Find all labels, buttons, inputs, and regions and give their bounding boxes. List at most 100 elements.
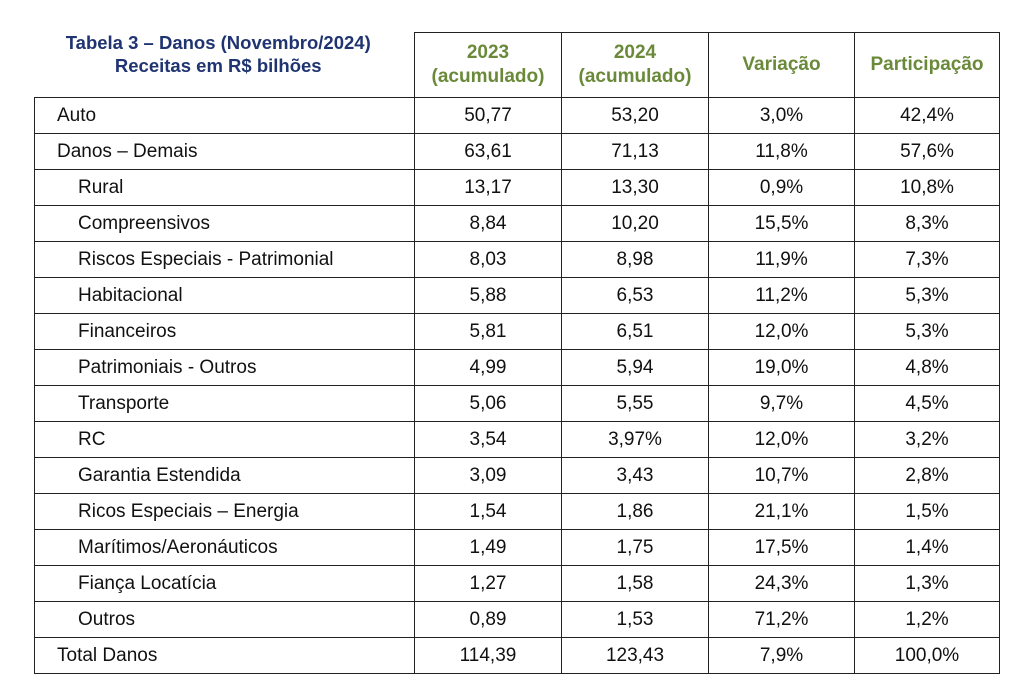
row-label: Riscos Especiais - Patrimonial [34,241,415,278]
table-container: Tabela 3 – Danos (Novembro/2024) Receita… [34,32,1000,674]
cell-2023: 114,39 [414,637,562,674]
cell-2023: 13,17 [414,169,562,206]
cell-participacao: 57,6% [854,133,1000,170]
cell-2024: 5,55 [561,385,709,422]
cell-2024: 123,43 [561,637,709,674]
cell-2024: 3,97% [561,421,709,458]
header-row: Tabela 3 – Danos (Novembro/2024) Receita… [35,31,1000,98]
cell-2024: 1,58 [561,565,709,602]
row-label: Auto [34,97,415,134]
header-participacao: Participação [854,32,1000,98]
cell-2023: 8,84 [414,205,562,242]
cell-2024: 5,94 [561,349,709,386]
cell-2024: 71,13 [561,133,709,170]
row-label: RC [34,421,415,458]
cell-variacao: 11,8% [708,133,855,170]
cell-variacao: 24,3% [708,565,855,602]
cell-2024: 6,53 [561,277,709,314]
table-row: Financeiros 5,81 6,51 12,0% 5,3% [34,313,1000,350]
table-row: Total Danos 114,39 123,43 7,9% 100,0% [34,637,1000,674]
cell-participacao: 42,4% [854,97,1000,134]
cell-variacao: 17,5% [708,529,855,566]
cell-variacao: 11,2% [708,277,855,314]
cell-2024: 6,51 [561,313,709,350]
table-row: Ricos Especiais – Energia 1,54 1,86 21,1% 1,… [34,493,1000,530]
cell-2023: 3,54 [414,421,562,458]
cell-2023: 4,99 [414,349,562,386]
cell-2024: 1,53 [561,601,709,638]
row-label: Transporte [34,385,415,422]
cell-2023: 5,06 [414,385,562,422]
table-row: Marítimos/Aeronáuticos 1,49 1,75 17,5% 1,4% [34,529,1000,566]
cell-2024: 8,98 [561,241,709,278]
table-row: Fiança Locatícia 1,27 1,58 24,3% 1,3% [34,565,1000,602]
cell-variacao: 0,9% [708,169,855,206]
cell-participacao: 3,2% [854,421,1000,458]
row-label: Fiança Locatícia [34,565,415,602]
cell-participacao: 10,8% [854,169,1000,206]
table-row: Riscos Especiais - Patrimonial 8,03 8,98 11… [34,241,1000,278]
table-row: Outros 0,89 1,53 71,2% 1,2% [34,601,1000,638]
table-body: Auto 50,77 53,20 3,0% 42,4% Danos – Demais 63,… [34,97,1000,674]
caption-line-1: Tabela 3 – Danos (Novembro/2024) [65,31,371,53]
cell-2023: 50,77 [414,97,562,134]
table-row: Danos – Demais 63,61 71,13 11,8% 57,6% [34,133,1000,170]
row-label: Total Danos [34,637,415,674]
cell-2024: 10,20 [561,205,709,242]
cell-participacao: 8,3% [854,205,1000,242]
row-label: Patrimoniais - Outros [34,349,415,386]
table-row: Compreensivos 8,84 10,20 15,5% 8,3% [34,205,1000,242]
row-label: Ricos Especiais – Energia [34,493,415,530]
cell-participacao: 1,5% [854,493,1000,530]
table-row: Garantia Estendida 3,09 3,43 10,7% 2,8% [34,457,1000,494]
cell-variacao: 15,5% [708,205,855,242]
table-row: Auto 50,77 53,20 3,0% 42,4% [34,97,1000,134]
header-2024: 2024 (acumulado) [561,32,709,98]
cell-participacao: 7,3% [854,241,1000,278]
cell-2023: 3,09 [414,457,562,494]
cell-participacao: 5,3% [854,313,1000,350]
table-row: Patrimoniais - Outros 4,99 5,94 19,0% 4,8% [34,349,1000,386]
cell-2024: 1,75 [561,529,709,566]
table-row: Habitacional 5,88 6,53 11,2% 5,3% [34,277,1000,314]
table-row: Transporte 5,06 5,55 9,7% 4,5% [34,385,1000,422]
cell-variacao: 10,7% [708,457,855,494]
cell-variacao: 12,0% [708,421,855,458]
cell-2023: 1,27 [414,565,562,602]
cell-2023: 0,89 [414,601,562,638]
cell-variacao: 9,7% [708,385,855,422]
cell-2023: 63,61 [414,133,562,170]
cell-2023: 1,49 [414,529,562,566]
cell-variacao: 19,0% [708,349,855,386]
header-2023-year: 2023 [466,42,510,63]
cell-variacao: 12,0% [708,313,855,350]
cell-participacao: 5,3% [854,277,1000,314]
row-label: Danos – Demais [34,133,415,170]
cell-2023: 5,88 [414,277,562,314]
cell-variacao: 21,1% [708,493,855,530]
cell-2024: 53,20 [561,97,709,134]
cell-variacao: 3,0% [708,97,855,134]
cell-2024: 13,30 [561,169,709,206]
cell-2023: 8,03 [414,241,562,278]
cell-participacao: 4,8% [854,349,1000,386]
cell-participacao: 4,5% [854,385,1000,422]
cell-2023: 5,81 [414,313,562,350]
header-2024-year: 2024 [613,42,657,63]
cell-participacao: 1,2% [854,601,1000,638]
cell-2023: 1,54 [414,493,562,530]
row-label: Financeiros [34,313,415,350]
table-caption: Tabela 3 – Danos (Novembro/2024) Receita… [35,31,415,98]
cell-2024: 3,43 [561,457,709,494]
row-label: Outros [34,601,415,638]
cell-participacao: 2,8% [854,457,1000,494]
cell-participacao: 1,3% [854,565,1000,602]
cell-2024: 1,86 [561,493,709,530]
table-row: Rural 13,17 13,30 0,9% 10,8% [34,169,1000,206]
header-variacao: Variação [708,32,855,98]
header-2023: 2023 (acumulado) [414,32,562,98]
cell-variacao: 71,2% [708,601,855,638]
row-label: Rural [34,169,415,206]
table-row: RC 3,54 3,97% 12,0% 3,2% [34,421,1000,458]
cell-participacao: 1,4% [854,529,1000,566]
